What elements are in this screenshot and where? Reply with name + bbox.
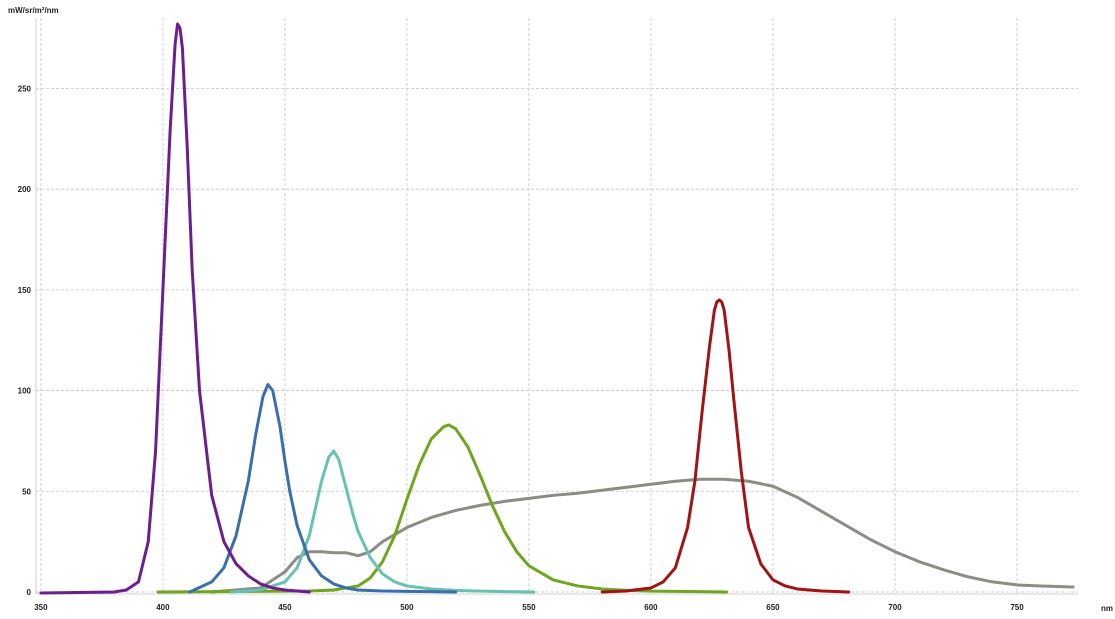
grid-layer — [35, 18, 1078, 595]
series-layer — [39, 22, 1075, 595]
x-tick-label: 400 — [156, 603, 170, 612]
series-line-3 — [229, 449, 536, 594]
x-tick-label: 750 — [1010, 603, 1024, 612]
series-line-2 — [188, 383, 458, 594]
series-line-1 — [39, 22, 311, 595]
series-line-4 — [156, 423, 729, 594]
y-tick-label: 200 — [18, 185, 32, 194]
series-line-5 — [210, 477, 1075, 594]
y-tick-label: 150 — [18, 286, 32, 295]
axis-layer: mW/sr/m²/nm nm 350 400 450 500 550 600 650 700 7… — [8, 6, 1113, 613]
series-line-6 — [600, 298, 851, 594]
x-tick-label: 700 — [888, 603, 902, 612]
x-tick-label: 500 — [400, 603, 414, 612]
y-axis-label: mW/sr/m²/nm — [8, 6, 59, 15]
y-tick-label: 100 — [18, 387, 32, 396]
y-tick-label: 50 — [22, 487, 31, 496]
y-tick-label: 0 — [27, 588, 32, 597]
x-tick-label: 450 — [278, 603, 292, 612]
x-axis-label: nm — [1101, 604, 1113, 613]
x-tick-label: 600 — [644, 603, 658, 612]
x-tick-label: 350 — [34, 603, 48, 612]
x-tick-label: 650 — [766, 603, 780, 612]
y-tick-label: 250 — [18, 84, 32, 93]
x-tick-label: 550 — [522, 603, 536, 612]
